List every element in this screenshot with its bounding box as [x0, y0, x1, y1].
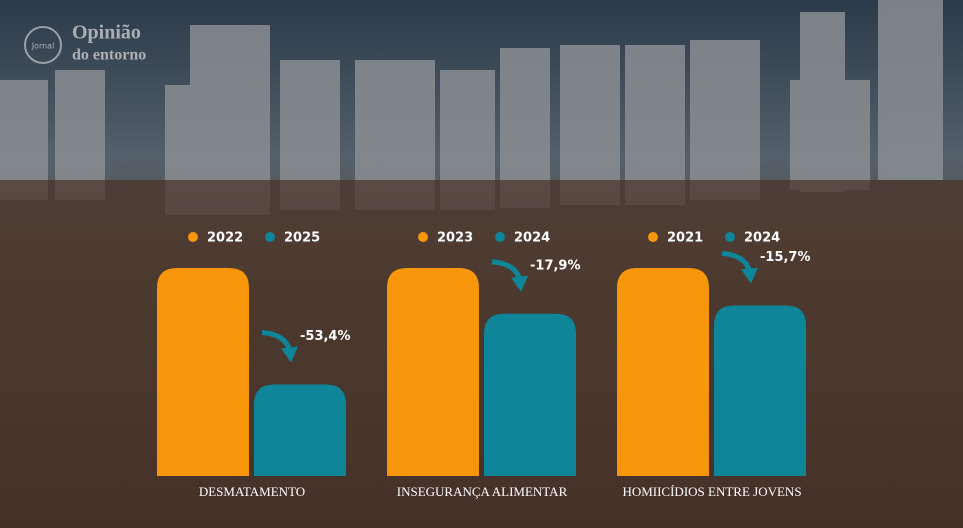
change-label: -53,4%	[300, 329, 351, 344]
legend-dot	[188, 232, 198, 242]
bar	[484, 313, 576, 476]
legend-dot	[648, 232, 658, 242]
legend-label: 2022	[207, 231, 243, 246]
change-label: -15,7%	[760, 250, 811, 265]
change-label: -17,9%	[530, 258, 581, 273]
legend-dot	[495, 232, 505, 242]
category-label: INSEGURANÇA ALIMENTAR	[397, 484, 568, 499]
legend-label: 2023	[437, 231, 473, 246]
bar	[617, 268, 709, 476]
legend-label: 2024	[514, 231, 550, 246]
bar	[254, 384, 346, 476]
bar	[714, 305, 806, 476]
bar	[387, 268, 479, 476]
bar	[157, 268, 249, 476]
logo-badge: Jornal	[31, 42, 55, 51]
category-label: DESMATAMENTO	[199, 484, 305, 499]
category-label: HOMIICÍDIOS ENTRE JOVENS	[622, 484, 801, 499]
arrow-head	[741, 267, 758, 284]
legend-dot	[265, 232, 275, 242]
arrow-head	[511, 275, 528, 292]
logo-title: Opinião	[72, 22, 141, 44]
logo-ring	[24, 26, 62, 64]
arrow-head	[281, 346, 298, 363]
legend-dot	[418, 232, 428, 242]
legend-label: 2024	[744, 231, 780, 246]
legend-dot	[725, 232, 735, 242]
legend-label: 2021	[667, 231, 703, 246]
legend-label: 2025	[284, 231, 320, 246]
logo-subtitle: do entorno	[72, 47, 146, 64]
favela	[0, 180, 963, 528]
